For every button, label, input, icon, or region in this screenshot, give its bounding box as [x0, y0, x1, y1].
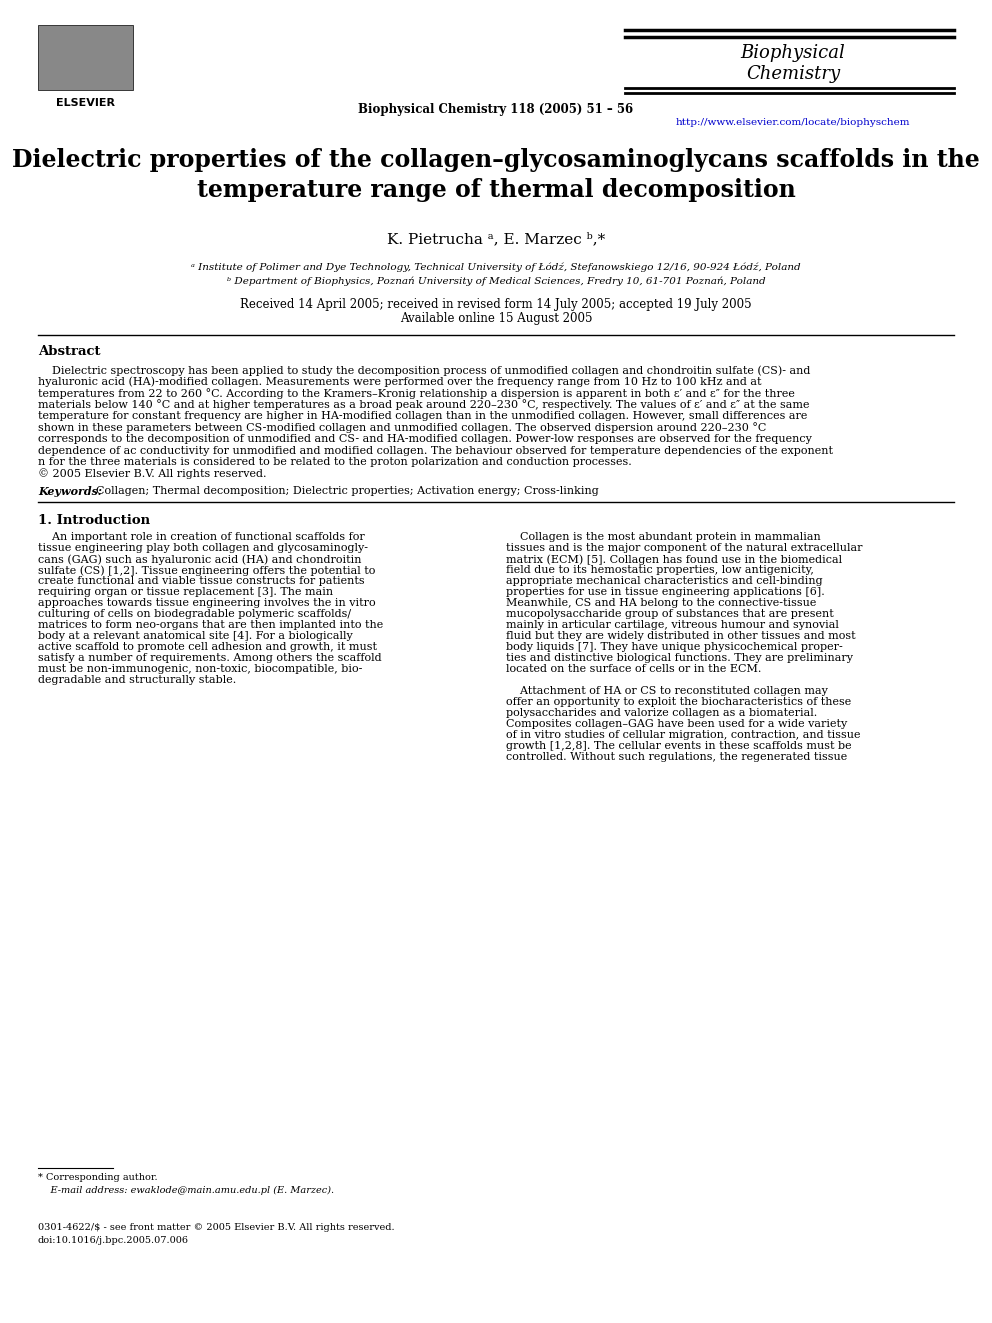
Text: controlled. Without such regulations, the regenerated tissue: controlled. Without such regulations, th… [506, 751, 847, 762]
Text: ᵇ Department of Biophysics, Poznań University of Medical Sciences, Fredry 10, 61: ᵇ Department of Biophysics, Poznań Unive… [227, 277, 765, 286]
Text: properties for use in tissue engineering applications [6].: properties for use in tissue engineering… [506, 587, 824, 597]
Text: tissue engineering play both collagen and glycosaminogly-: tissue engineering play both collagen an… [38, 542, 368, 553]
Text: Meanwhile, CS and HA belong to the connective-tissue: Meanwhile, CS and HA belong to the conne… [506, 598, 816, 609]
Text: temperatures from 22 to 260 °C. According to the Kramers–Kronig relationship a d: temperatures from 22 to 260 °C. Accordin… [38, 388, 795, 398]
Text: Keywords:: Keywords: [38, 486, 106, 497]
Text: mainly in articular cartilage, vitreous humour and synovial: mainly in articular cartilage, vitreous … [506, 620, 839, 630]
Text: 0301-4622/$ - see front matter © 2005 Elsevier B.V. All rights reserved.: 0301-4622/$ - see front matter © 2005 El… [38, 1222, 395, 1232]
Text: Dielectric properties of the collagen–glycosaminoglycans scaffolds in the: Dielectric properties of the collagen–gl… [12, 148, 980, 172]
Text: sulfate (CS) [1,2]. Tissue engineering offers the potential to: sulfate (CS) [1,2]. Tissue engineering o… [38, 565, 375, 576]
Text: ᵃ Institute of Polimer and Dye Technology, Technical University of Łódź, Stefano: ᵃ Institute of Polimer and Dye Technolog… [191, 262, 801, 271]
Text: Collagen is the most abundant protein in mammalian: Collagen is the most abundant protein in… [506, 532, 820, 542]
Text: matrix (ECM) [5]. Collagen has found use in the biomedical: matrix (ECM) [5]. Collagen has found use… [506, 554, 842, 565]
Text: satisfy a number of requirements. Among others the scaffold: satisfy a number of requirements. Among … [38, 654, 382, 663]
Text: requiring organ or tissue replacement [3]. The main: requiring organ or tissue replacement [3… [38, 587, 333, 597]
Text: offer an opportunity to exploit the biocharacteristics of these: offer an opportunity to exploit the bioc… [506, 697, 851, 706]
Text: Dielectric spectroscopy has been applied to study the decomposition process of u: Dielectric spectroscopy has been applied… [38, 365, 810, 376]
Text: n for the three materials is considered to be related to the proton polarization: n for the three materials is considered … [38, 456, 632, 467]
Text: cans (GAG) such as hyaluronic acid (HA) and chondroitin: cans (GAG) such as hyaluronic acid (HA) … [38, 554, 361, 565]
Text: http://www.elsevier.com/locate/biophyschem: http://www.elsevier.com/locate/biophysch… [676, 118, 911, 127]
Text: Abstract: Abstract [38, 345, 100, 359]
Text: materials below 140 °C and at higher temperatures as a broad peak around 220–230: materials below 140 °C and at higher tem… [38, 400, 809, 410]
Text: Received 14 April 2005; received in revised form 14 July 2005; accepted 19 July : Received 14 April 2005; received in revi… [240, 298, 752, 311]
Text: Attachment of HA or CS to reconstituted collagen may: Attachment of HA or CS to reconstituted … [506, 687, 828, 696]
Text: fluid but they are widely distributed in other tissues and most: fluid but they are widely distributed in… [506, 631, 856, 642]
Text: body liquids [7]. They have unique physicochemical proper-: body liquids [7]. They have unique physi… [506, 642, 843, 652]
Text: K. Pietrucha ᵃ, E. Marzec ᵇ,*: K. Pietrucha ᵃ, E. Marzec ᵇ,* [387, 232, 605, 246]
Text: shown in these parameters between CS-modified collagen and unmodified collagen. : shown in these parameters between CS-mod… [38, 422, 767, 434]
Text: body at a relevant anatomical site [4]. For a biologically: body at a relevant anatomical site [4]. … [38, 631, 353, 642]
Text: field due to its hemostatic properties, low antigenicity,: field due to its hemostatic properties, … [506, 565, 813, 576]
Text: Biophysical Chemistry 118 (2005) 51 – 56: Biophysical Chemistry 118 (2005) 51 – 56 [358, 103, 634, 116]
Text: hyaluronic acid (HA)-modified collagen. Measurements were performed over the fre: hyaluronic acid (HA)-modified collagen. … [38, 377, 762, 388]
Text: mucopolysaccharide group of substances that are present: mucopolysaccharide group of substances t… [506, 609, 833, 619]
Text: 1. Introduction: 1. Introduction [38, 515, 150, 527]
Text: temperature for constant frequency are higher in HA-modified collagen than in th: temperature for constant frequency are h… [38, 411, 807, 421]
Text: located on the surface of cells or in the ECM.: located on the surface of cells or in th… [506, 664, 762, 673]
Text: Available online 15 August 2005: Available online 15 August 2005 [400, 312, 592, 325]
Text: of in vitro studies of cellular migration, contraction, and tissue: of in vitro studies of cellular migratio… [506, 730, 860, 740]
Text: culturing of cells on biodegradable polymeric scaffolds/: culturing of cells on biodegradable poly… [38, 609, 351, 619]
Text: growth [1,2,8]. The cellular events in these scaffolds must be: growth [1,2,8]. The cellular events in t… [506, 741, 851, 751]
Text: ties and distinctive biological functions. They are preliminary: ties and distinctive biological function… [506, 654, 853, 663]
Text: An important role in creation of functional scaffolds for: An important role in creation of functio… [38, 532, 365, 542]
Text: matrices to form neo-organs that are then implanted into the: matrices to form neo-organs that are the… [38, 620, 383, 630]
Text: active scaffold to promote cell adhesion and growth, it must: active scaffold to promote cell adhesion… [38, 642, 377, 652]
Text: approaches towards tissue engineering involves the in vitro: approaches towards tissue engineering in… [38, 598, 376, 609]
Text: dependence of ac conductivity for unmodified and modified collagen. The behaviou: dependence of ac conductivity for unmodi… [38, 446, 833, 455]
Text: Collagen; Thermal decomposition; Dielectric properties; Activation energy; Cross: Collagen; Thermal decomposition; Dielect… [96, 486, 599, 496]
Text: © 2005 Elsevier B.V. All rights reserved.: © 2005 Elsevier B.V. All rights reserved… [38, 468, 267, 479]
Text: E-mail address: ewaklode@main.amu.edu.pl (E. Marzec).: E-mail address: ewaklode@main.amu.edu.pl… [38, 1185, 334, 1195]
Text: create functional and viable tissue constructs for patients: create functional and viable tissue cons… [38, 576, 365, 586]
Bar [38, 25, 133, 90]
Text: must be non-immunogenic, non-toxic, biocompatible, bio-: must be non-immunogenic, non-toxic, bioc… [38, 664, 362, 673]
Text: * Corresponding author.: * Corresponding author. [38, 1174, 158, 1181]
Text: tissues and is the major component of the natural extracellular: tissues and is the major component of th… [506, 542, 862, 553]
Text: Biophysical
Chemistry: Biophysical Chemistry [741, 44, 845, 83]
Text: appropriate mechanical characteristics and cell-binding: appropriate mechanical characteristics a… [506, 576, 822, 586]
Text: polysaccharides and valorize collagen as a biomaterial.: polysaccharides and valorize collagen as… [506, 708, 817, 718]
Text: Composites collagen–GAG have been used for a wide variety: Composites collagen–GAG have been used f… [506, 718, 847, 729]
Text: corresponds to the decomposition of unmodified and CS- and HA-modified collagen.: corresponds to the decomposition of unmo… [38, 434, 811, 445]
Text: doi:10.1016/j.bpc.2005.07.006: doi:10.1016/j.bpc.2005.07.006 [38, 1236, 189, 1245]
Text: temperature range of thermal decomposition: temperature range of thermal decompositi… [196, 179, 796, 202]
Text: degradable and structurally stable.: degradable and structurally stable. [38, 675, 236, 685]
Text: ELSEVIER: ELSEVIER [56, 98, 115, 108]
